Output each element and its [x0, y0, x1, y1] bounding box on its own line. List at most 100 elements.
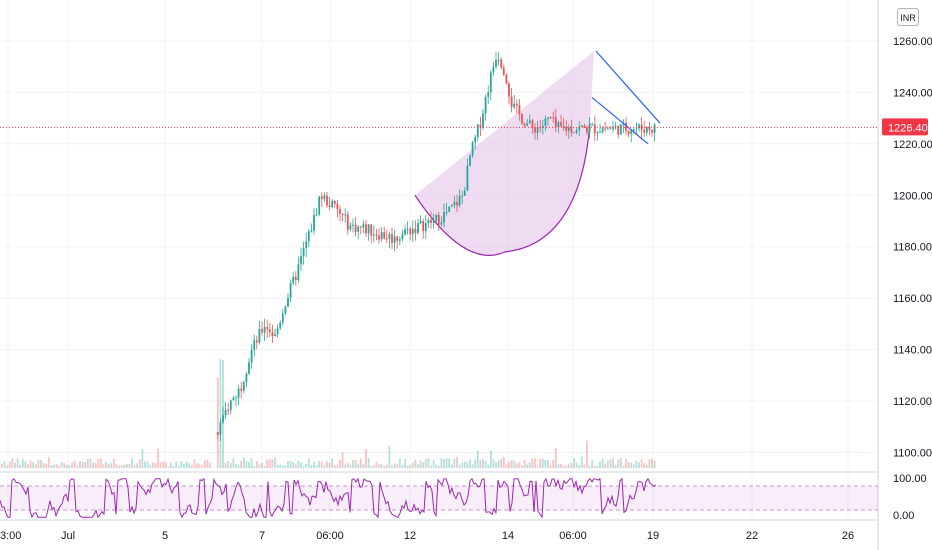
volume-bar — [229, 462, 232, 468]
candle-body — [432, 220, 435, 223]
volume-bar — [370, 465, 373, 468]
volume-bar — [133, 464, 136, 468]
candle-body — [471, 142, 474, 156]
candle-body — [502, 67, 505, 75]
volume-bar — [385, 464, 388, 468]
volume-bar — [424, 458, 427, 468]
volume-bar — [138, 459, 141, 468]
volume-bar — [549, 465, 552, 468]
volume-bar — [297, 460, 300, 468]
candle-body — [341, 213, 344, 215]
candle-body — [357, 226, 360, 232]
volume-bar — [547, 460, 549, 468]
volume-bar — [406, 465, 409, 468]
candle-body — [279, 322, 282, 329]
volume-bar — [432, 460, 435, 468]
volume-bar — [375, 462, 378, 468]
candle-body — [604, 128, 607, 130]
currency-badge[interactable]: INR — [897, 8, 919, 26]
time-tick-label: 12 — [404, 530, 416, 542]
channel-upper-line — [595, 50, 661, 124]
volume-bar — [632, 464, 635, 468]
volume-bar — [346, 463, 349, 468]
falling-channel-drawing — [591, 50, 661, 145]
candle-body — [359, 226, 362, 228]
volume-bar — [554, 448, 557, 468]
volume-bar — [604, 463, 607, 468]
volume-bar — [232, 458, 235, 468]
volume-bar — [284, 465, 287, 468]
candle-body — [294, 276, 297, 280]
time-tick-label: 7 — [259, 530, 265, 542]
candle-body — [276, 328, 279, 335]
candle-body — [222, 415, 224, 423]
candle-body — [599, 131, 601, 133]
volume-bar — [570, 462, 573, 468]
volume-bar — [136, 463, 139, 468]
candle-body — [224, 409, 227, 416]
volume-bar — [203, 460, 206, 468]
volume-bar — [198, 463, 201, 468]
volume-bar — [66, 464, 68, 468]
candle-body — [531, 120, 534, 128]
volume-bar — [495, 462, 497, 468]
volume-bar — [94, 462, 97, 468]
volume-bar — [505, 464, 508, 468]
candle-body — [557, 122, 560, 128]
candle-body — [614, 125, 617, 127]
candle-body — [461, 195, 464, 197]
volume-bar — [575, 462, 578, 468]
volume-bar — [63, 463, 66, 468]
volume-bar — [274, 457, 276, 468]
price-tick-label: 1120.00 — [893, 396, 932, 408]
volume-bar — [271, 459, 274, 468]
volume-bar — [609, 459, 612, 468]
volume-bar — [97, 458, 100, 468]
candle-body — [450, 205, 453, 207]
volume-bar — [326, 461, 328, 468]
volume-bar — [352, 460, 354, 468]
volume-bar — [170, 462, 172, 468]
volume-bar — [489, 450, 492, 468]
price-axis[interactable]: 1100.00 1120.00 1140.00 1160.00 1180.00 1200.… — [882, 36, 932, 522]
volume-bar — [593, 465, 596, 468]
time-tick-label: Jul — [61, 530, 75, 542]
volume-bar — [258, 464, 261, 468]
volume-bar — [268, 459, 271, 468]
candle-body — [339, 209, 341, 214]
candle-body — [320, 196, 323, 200]
volume-bar — [219, 358, 222, 468]
volume-bar — [409, 465, 412, 468]
candle-body — [440, 222, 443, 225]
volume-bar — [3, 461, 6, 468]
volume-bar — [328, 462, 331, 468]
candle-body — [567, 127, 570, 131]
time-axis[interactable]: 3:00 Jul 5 7 06:00 12 14 06:00 19 22 26 — [0, 530, 854, 542]
volume-bar — [622, 465, 625, 468]
candle-body — [552, 117, 555, 119]
candle-body — [445, 211, 448, 213]
candle-body — [596, 132, 599, 134]
price-tick-label: 1160.00 — [893, 293, 932, 305]
candle-body — [427, 219, 430, 224]
volume-bar — [167, 465, 170, 468]
volume-bar — [14, 462, 16, 468]
candle-body — [245, 373, 248, 383]
volume-bar — [154, 463, 157, 468]
candle-body — [307, 231, 310, 242]
candle-body — [645, 126, 648, 133]
candle-body — [513, 103, 516, 108]
volume-bar — [34, 463, 37, 468]
volume-bar — [331, 458, 334, 468]
volume-bar — [450, 464, 453, 468]
candle-body — [456, 202, 458, 206]
volume-bar — [440, 458, 443, 468]
price-tick-label: 1240.00 — [893, 87, 932, 99]
volume-bar — [596, 465, 599, 468]
candle-body — [406, 228, 409, 230]
candle-body — [484, 97, 487, 114]
volume-bar — [105, 461, 107, 468]
candle-body — [300, 255, 302, 265]
candle-body — [528, 120, 531, 124]
price-tick-label: 1140.00 — [893, 345, 932, 357]
